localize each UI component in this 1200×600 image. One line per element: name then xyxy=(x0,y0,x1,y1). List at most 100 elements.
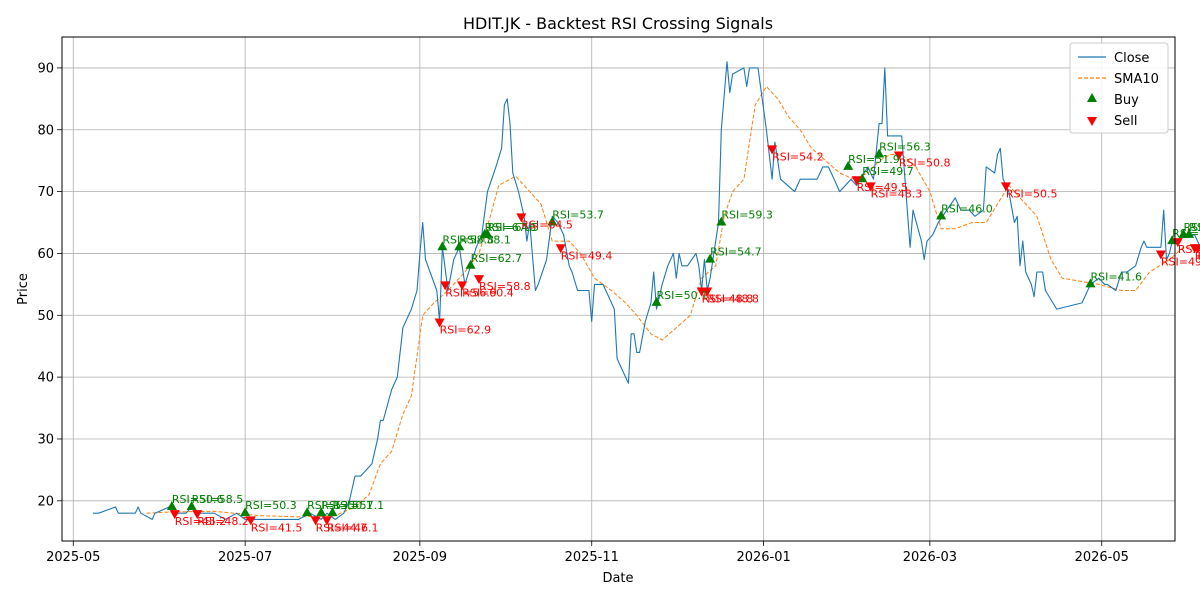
sell-signal-label: RSI=44.7 xyxy=(316,521,368,534)
sell-signal-label: RSI=52.8 xyxy=(1195,249,1200,262)
buy-marker xyxy=(437,241,448,251)
y-tick-label: 60 xyxy=(37,247,54,262)
buy-marker xyxy=(716,216,727,226)
buy-signal-label: RSI=50.1 xyxy=(657,289,709,302)
y-tick-label: 20 xyxy=(37,494,54,509)
buy-marker xyxy=(857,173,868,183)
sell-marker xyxy=(1155,250,1166,260)
sell-marker xyxy=(851,176,862,186)
sell-signal-label: RSI=41.5 xyxy=(251,521,303,534)
chart-title: HDIT.JK - Backtest RSI Crossing Signals xyxy=(463,14,773,33)
sell-signal-label: RSI=49.9 xyxy=(1161,255,1200,268)
buy-marker xyxy=(327,507,338,517)
buy-marker xyxy=(936,210,947,220)
buy-marker xyxy=(705,253,716,263)
sell-marker xyxy=(245,516,256,526)
x-tick-label: 2026-01 xyxy=(736,550,790,565)
x-tick-label: 2025-05 xyxy=(46,550,100,565)
x-tick-label: 2025-09 xyxy=(393,550,447,565)
buy-signal-label: RSI=50.1 xyxy=(321,499,373,512)
sell-signal-label: RSI=48.3 xyxy=(871,187,923,200)
legend-label: Close xyxy=(1114,51,1149,66)
sell-marker xyxy=(321,516,332,526)
sell-marker xyxy=(516,213,527,223)
sell-marker xyxy=(434,318,445,328)
buy-marker xyxy=(302,507,313,517)
sell-marker xyxy=(440,281,451,291)
sell-marker xyxy=(310,516,321,526)
buy-marker xyxy=(454,241,465,251)
buy-marker xyxy=(1184,228,1195,238)
close-layer xyxy=(93,61,1200,520)
legend-sell-swatch xyxy=(1087,117,1097,126)
buy-signal-label: RSI=64.5 xyxy=(487,221,539,234)
buy-signal-label: RSI=67.6 xyxy=(485,221,537,234)
buy-signal-label: RSI=54.7 xyxy=(710,246,762,259)
x-tick-label: 2025-07 xyxy=(218,550,272,565)
buy-signal-label: RSI=53.5 xyxy=(307,499,359,512)
sell-marker xyxy=(1192,244,1200,254)
buy-marker xyxy=(186,500,197,510)
sell-signal-label: RSI=50.5 xyxy=(1006,187,1058,200)
legend-label: SMA10 xyxy=(1114,72,1159,87)
x-tick-label: 2026-03 xyxy=(903,550,957,565)
buy-marker xyxy=(1085,278,1096,288)
buy-marker xyxy=(482,228,493,238)
sma10-series-line xyxy=(146,86,1200,518)
buy-signal-label: RSI=57.1 xyxy=(333,499,385,512)
buy-marker xyxy=(843,160,854,170)
buy-signal-label: RSI=50.6 xyxy=(172,493,224,506)
sell-marker xyxy=(192,510,203,520)
sell-marker xyxy=(865,182,876,192)
sell-marker xyxy=(702,287,713,297)
buy-signal-label: RSI=59.3 xyxy=(721,209,773,222)
sell-marker xyxy=(169,510,180,520)
buy-marker xyxy=(651,296,662,306)
close-series-line xyxy=(93,61,1200,520)
sell-signal-label: RSI=50.8 xyxy=(899,156,951,169)
sell-signal-label: RSI=46.1 xyxy=(327,521,379,534)
buy-signal-label: RSI=46.0 xyxy=(941,202,993,215)
sell-signal-label: RSI=49.5 xyxy=(857,181,909,194)
sell-marker xyxy=(893,151,904,161)
buy-signal-label: RSI=54.9 xyxy=(1189,221,1200,234)
buy-signal-label: RSI=51.9 xyxy=(848,153,900,166)
buy-signal-label: RSI=50.3 xyxy=(245,499,297,512)
y-axis-label: Price xyxy=(16,273,31,305)
buy-signal-label: RSI=49.7 xyxy=(862,165,914,178)
y-tick-label: 80 xyxy=(37,123,54,138)
grid xyxy=(62,37,1175,541)
buy-signal-label: RSI=58.5 xyxy=(192,493,244,506)
y-tick-label: 70 xyxy=(37,185,54,200)
sell-signal-label: RSI=62.9 xyxy=(440,323,492,336)
buy-marker xyxy=(240,507,251,517)
sell-signal-label: RSI=45.2 xyxy=(175,515,227,528)
legend-buy-swatch xyxy=(1087,93,1097,102)
y-tick-label: 40 xyxy=(37,371,54,386)
sell-marker xyxy=(474,275,485,285)
buy-signal-label: RSI=53.7 xyxy=(552,209,604,222)
x-axis-label: Date xyxy=(602,571,633,586)
sell-signal-label: RSI=52.8 xyxy=(1178,243,1200,256)
x-tick-label: 2026-05 xyxy=(1075,550,1129,565)
buy-signal-label: RSI=41.6 xyxy=(1090,270,1142,283)
legend-label: Buy xyxy=(1114,93,1139,108)
sma-layer xyxy=(146,86,1200,518)
buy-signal-label: RSI=53.7 xyxy=(1183,221,1200,234)
x-axis: 2025-05 2025-07 2025-09 2025-11 2026-01 2026-… xyxy=(46,541,1129,565)
sell-signal-label: RSI=48.8 xyxy=(707,293,759,306)
buy-marker xyxy=(166,500,177,510)
sell-marker xyxy=(457,281,468,291)
sell-marker xyxy=(767,145,778,155)
sell-signal-label: RSI=49.7 xyxy=(1198,249,1200,262)
buy-signal-label: RSI=58.8 xyxy=(442,233,494,246)
buy-signal-label: RSI=55.4 xyxy=(1172,227,1200,240)
legend-label: Sell xyxy=(1114,114,1137,129)
sell-signal-label: RSI=54.2 xyxy=(772,150,824,163)
buy-marker xyxy=(874,148,885,158)
sell-signal-label: RSI=48.8 xyxy=(702,293,754,306)
buy-marker xyxy=(316,507,327,517)
sell-signal-label: RSI=58.8 xyxy=(479,280,531,293)
